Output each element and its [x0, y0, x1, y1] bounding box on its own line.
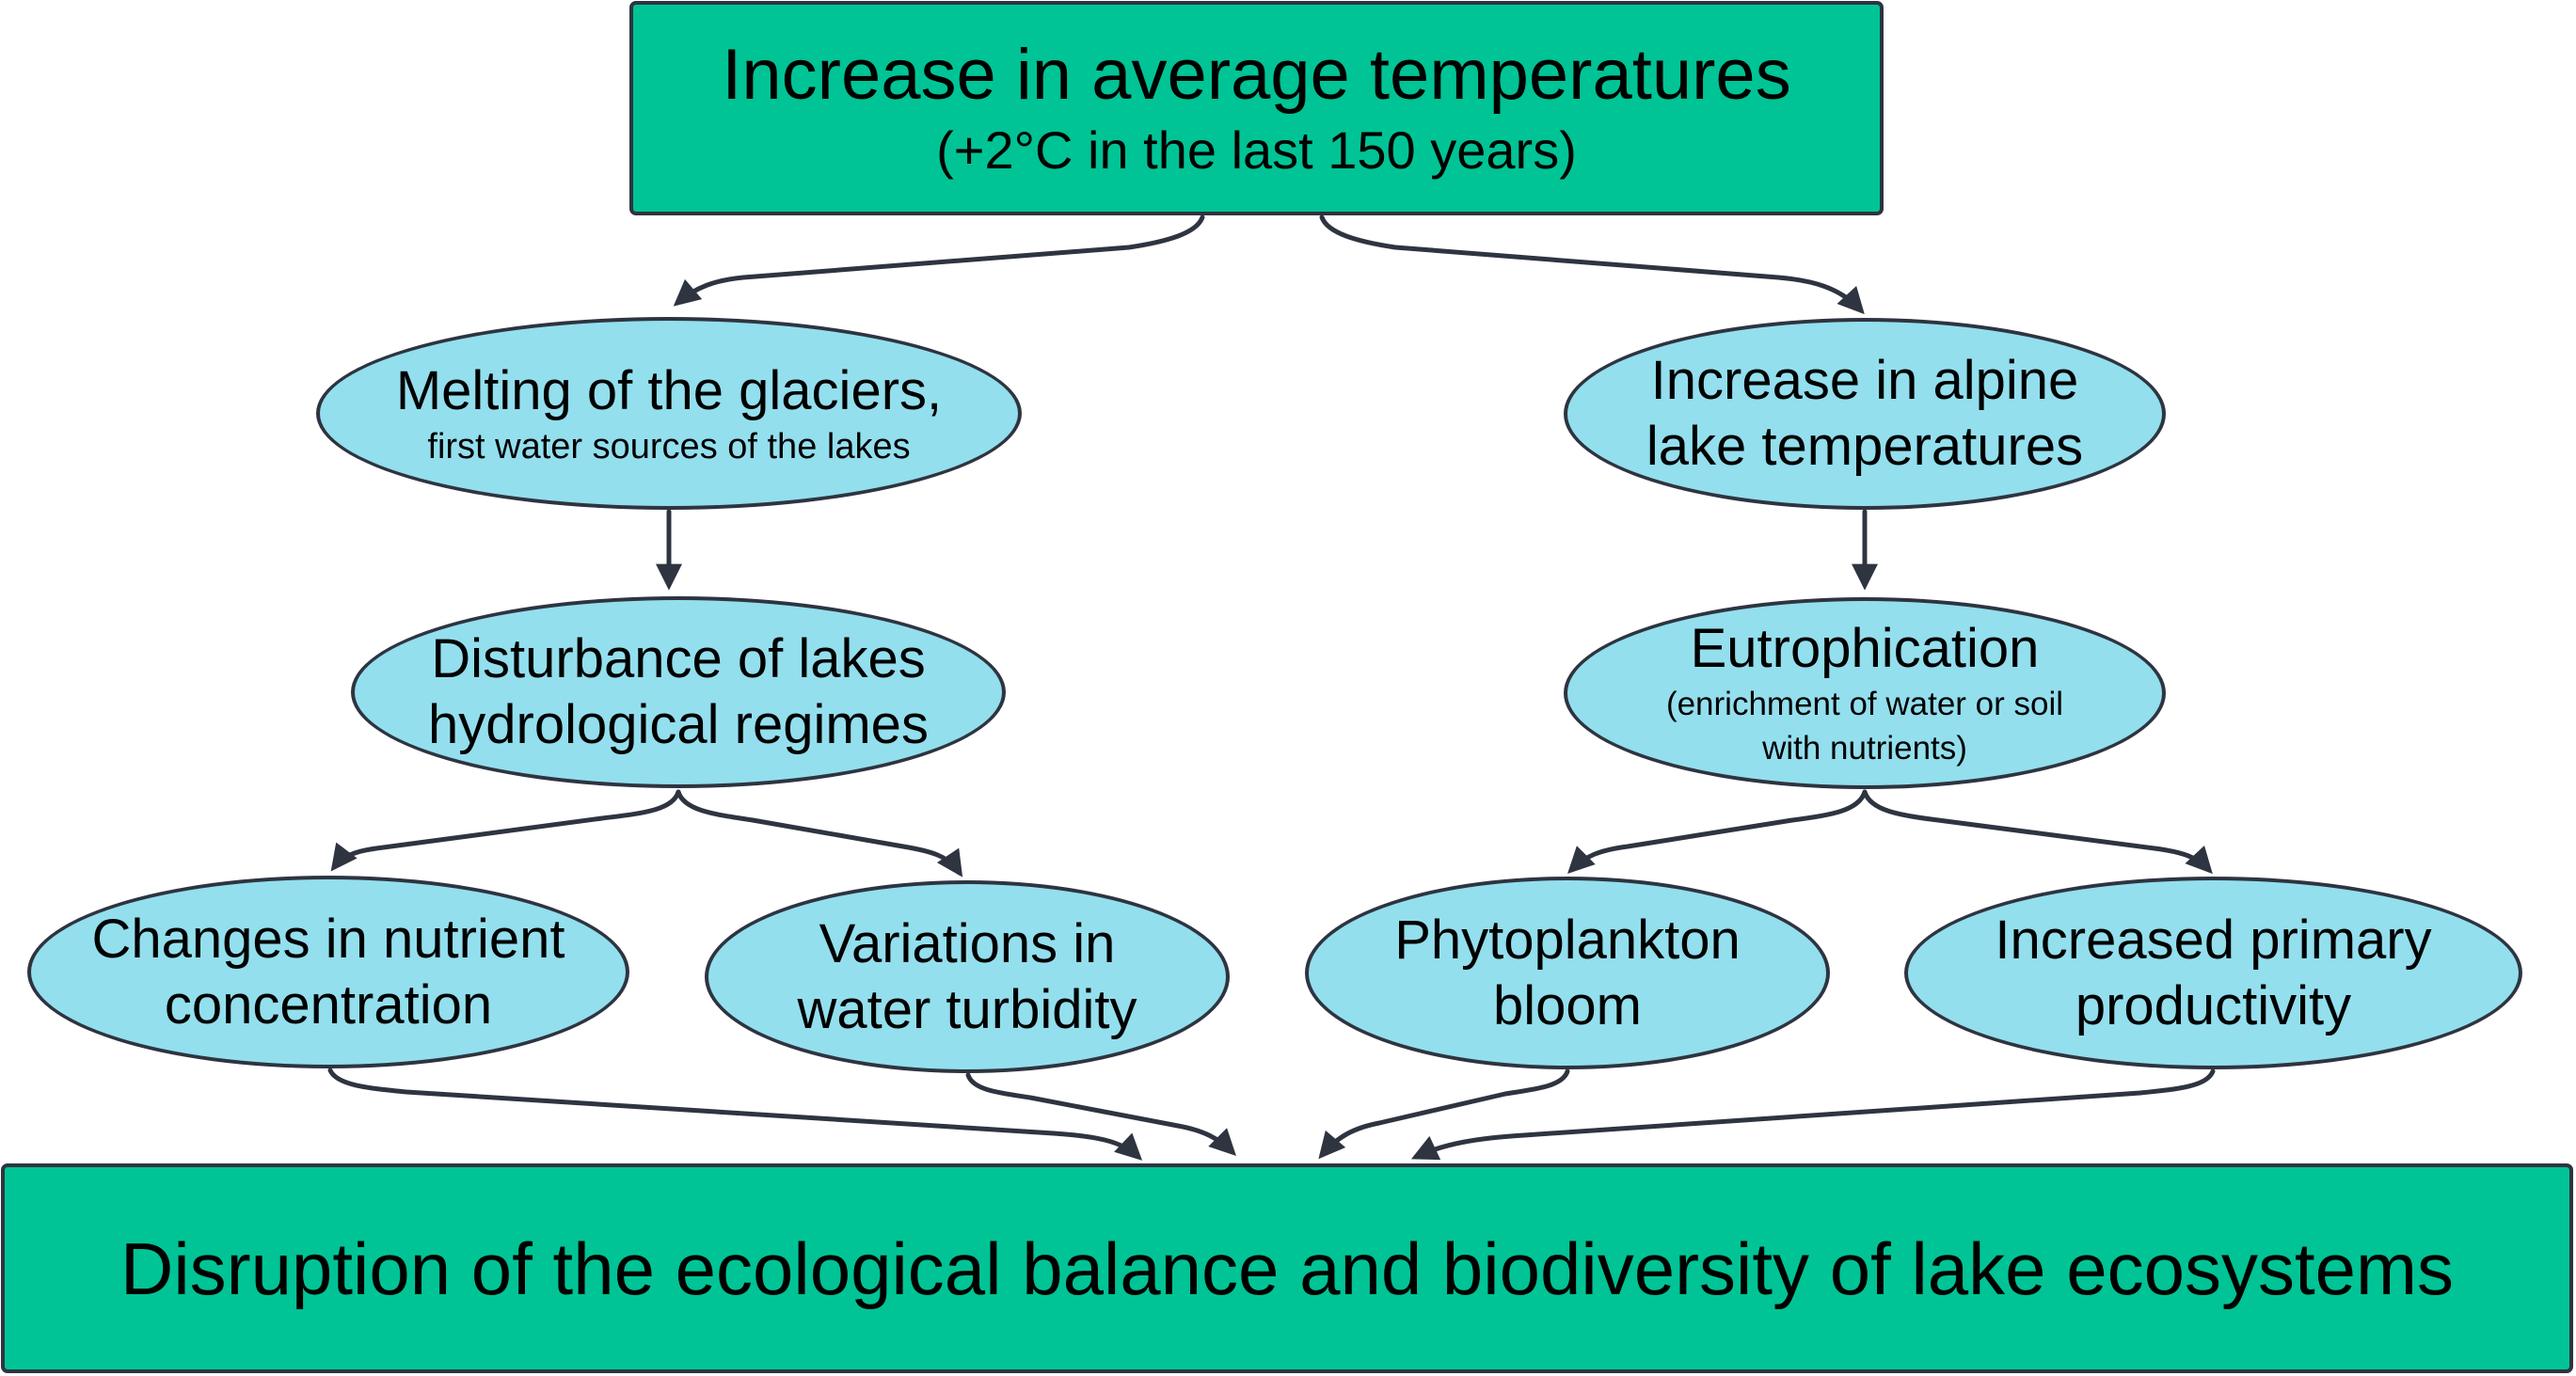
- root-node-average-temperature: Increase in average temperatures (+2°C i…: [629, 1, 1884, 215]
- water-turbidity-line-1: Variations in: [819, 912, 1116, 974]
- lake-temperature-node: Increase in alpine lake temperatures: [1564, 318, 2166, 510]
- arrow-eutroph-to-phyto: [1567, 789, 1868, 874]
- eutrophication-node: Eutrophication (enrichment of water or s…: [1564, 597, 2166, 789]
- glacier-melting-node: Melting of the glaciers, first water sou…: [316, 317, 1022, 510]
- root-node-title: Increase in average temperatures: [722, 35, 1791, 115]
- arrow-turbidity-to-outcome: [965, 1072, 1236, 1156]
- edges-group: [327, 214, 2216, 1161]
- nutrient-concentration-line-1: Changes in nutrient: [91, 908, 565, 970]
- arrow-hydro-to-turbidity: [676, 789, 963, 878]
- root-node-subtitle: (+2°C in the last 150 years): [936, 120, 1577, 180]
- arrow-root-to-lake_temp: [1319, 214, 1865, 315]
- outcome-node-title: Disruption of the ecological balance and…: [119, 1226, 2454, 1310]
- water-turbidity-line-2: water turbidity: [797, 978, 1137, 1040]
- eutrophication-title: Eutrophication: [1690, 618, 2040, 679]
- phytoplankton-bloom-line-1: Phytoplankton: [1394, 909, 1741, 971]
- hydrological-regimes-line-2: hydrological regimes: [428, 694, 929, 755]
- primary-productivity-line-2: productivity: [2075, 974, 2352, 1036]
- phytoplankton-bloom-line-2: bloom: [1493, 974, 1642, 1036]
- arrow-nutrient-to-outcome: [327, 1068, 1143, 1161]
- glacier-melting-title: Melting of the glaciers,: [395, 359, 943, 421]
- arrow-hydro-to-nutrient: [330, 789, 681, 872]
- glacier-melting-subtitle: first water sources of the lakes: [427, 426, 911, 467]
- arrow-productivity-to-outcome: [1410, 1068, 2216, 1161]
- nutrient-concentration-line-2: concentration: [164, 973, 493, 1036]
- primary-productivity-node: Increased primary productivity: [1904, 877, 2522, 1069]
- hydrological-regimes-node: Disturbance of lakes hydrological regime…: [351, 596, 1006, 788]
- lake-temperature-line-1: Increase in alpine: [1650, 350, 2079, 411]
- arrow-root-to-glaciers: [673, 214, 1205, 307]
- water-turbidity-node: Variations in water turbidity: [705, 880, 1230, 1073]
- nutrient-concentration-node: Changes in nutrient concentration: [27, 876, 629, 1068]
- eutrophication-definition-line-2: with nutrients): [1762, 730, 1967, 767]
- hydrological-regimes-line-1: Disturbance of lakes: [431, 628, 926, 689]
- primary-productivity-line-1: Increased primary: [1995, 909, 2432, 971]
- arrow-eutroph-to-productivity: [1862, 789, 2213, 875]
- phytoplankton-bloom-node: Phytoplankton bloom: [1305, 877, 1830, 1069]
- lake-temperature-line-2: lake temperatures: [1646, 416, 2084, 477]
- arrow-phyto-to-outcome: [1318, 1068, 1570, 1160]
- eutrophication-definition-line-1: (enrichment of water or soil: [1665, 686, 2064, 722]
- outcome-node-ecosystem-disruption: Disruption of the ecological balance and…: [1, 1163, 2573, 1373]
